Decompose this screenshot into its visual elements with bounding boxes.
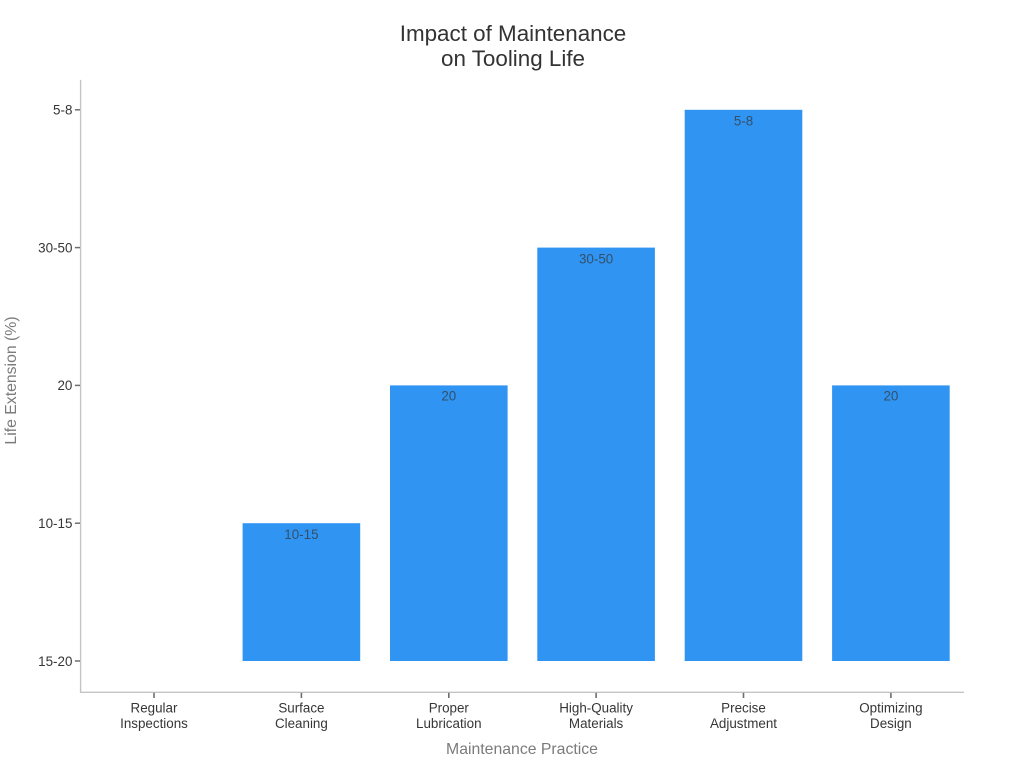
svg-text:20: 20 <box>441 389 456 404</box>
svg-text:Proper: Proper <box>429 701 470 716</box>
svg-text:Lubrication: Lubrication <box>416 716 482 731</box>
svg-text:on Tooling Life: on Tooling Life <box>441 46 585 71</box>
svg-text:Precise: Precise <box>721 701 766 716</box>
svg-text:Maintenance Practice: Maintenance Practice <box>446 741 598 758</box>
svg-text:Design: Design <box>870 716 912 731</box>
svg-text:Life Extension (%): Life Extension (%) <box>3 316 20 444</box>
svg-text:15-20: 15-20 <box>38 654 72 669</box>
svg-text:10-15: 10-15 <box>38 516 72 531</box>
svg-text:Inspections: Inspections <box>120 716 188 731</box>
svg-text:High-Quality: High-Quality <box>559 701 633 716</box>
svg-text:5-8: 5-8 <box>734 113 753 128</box>
svg-text:Adjustment: Adjustment <box>710 716 777 731</box>
svg-text:Impact of Maintenance: Impact of Maintenance <box>400 21 627 46</box>
svg-text:10-15: 10-15 <box>284 527 318 542</box>
svg-text:30-50: 30-50 <box>38 240 72 255</box>
svg-text:Optimizing: Optimizing <box>859 701 922 716</box>
svg-text:Materials: Materials <box>569 716 624 731</box>
svg-text:30-50: 30-50 <box>579 251 613 266</box>
svg-text:Cleaning: Cleaning <box>275 716 328 731</box>
svg-text:Regular: Regular <box>131 701 178 716</box>
svg-text:20: 20 <box>57 378 72 393</box>
svg-text:20: 20 <box>883 389 898 404</box>
svg-text:Surface: Surface <box>278 701 324 716</box>
svg-text:5-8: 5-8 <box>53 103 72 118</box>
